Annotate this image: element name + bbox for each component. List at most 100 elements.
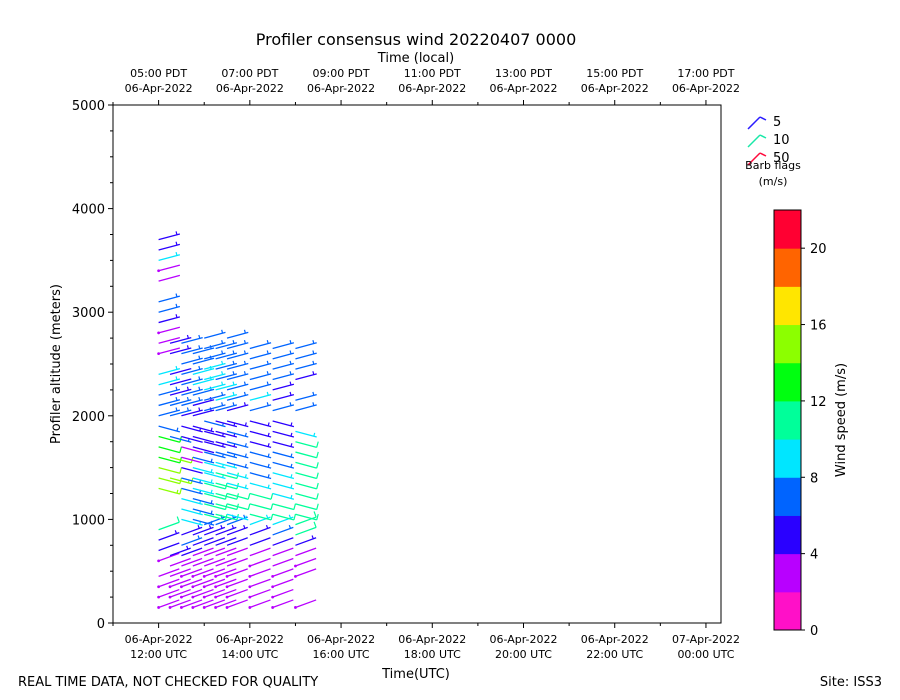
wind-barb — [226, 568, 248, 577]
wind-barb-half-feather — [176, 489, 179, 494]
wind-barb — [215, 492, 238, 500]
wind-barb — [249, 492, 272, 500]
top-tick-label-time: 09:00 PDT — [313, 67, 370, 80]
wind-barb — [215, 383, 238, 391]
wind-barb — [249, 526, 271, 536]
wind-barb — [158, 435, 181, 443]
wind-barb — [181, 547, 203, 557]
wind-barb — [204, 451, 226, 459]
wind-barb — [272, 383, 295, 391]
top-tick-label-date: 06-Apr-2022 — [398, 82, 466, 95]
wind-barb — [249, 461, 272, 469]
y-tick-label: 2000 — [72, 410, 105, 425]
top-axis-label: Time (local) — [377, 51, 454, 66]
wind-barb-half-feather — [313, 432, 316, 437]
wind-barb — [181, 498, 203, 506]
wind-barb — [158, 456, 181, 464]
wind-barb — [226, 578, 248, 588]
wind-barb — [192, 435, 215, 443]
colorbar-segment — [774, 210, 801, 249]
wind-barb — [249, 352, 272, 360]
wind-barb-half-feather — [266, 402, 269, 406]
wind-barb — [272, 342, 295, 350]
wind-barb — [169, 368, 192, 375]
wind-barb — [249, 513, 272, 521]
wind-barb — [204, 492, 226, 500]
wind-barb-half-feather — [288, 524, 292, 529]
wind-barb — [215, 599, 237, 609]
x-tick-label-time: 18:00 UTC — [404, 648, 461, 661]
wind-barb-half-feather — [232, 350, 235, 355]
wind-barb-feather — [270, 513, 274, 521]
wind-barb-origin — [157, 595, 161, 599]
wind-barb-feather — [316, 482, 319, 489]
wind-barb — [272, 441, 295, 449]
x-tick-label-time: 16:00 UTC — [313, 648, 370, 661]
wind-barb — [215, 482, 238, 490]
wind-barb-half-feather — [198, 365, 201, 370]
wind-barb-origin — [180, 595, 183, 599]
wind-barb — [272, 557, 294, 567]
wind-barb — [226, 557, 248, 567]
wind-barb-half-feather — [175, 314, 178, 318]
wind-barb-half-feather — [265, 524, 269, 529]
wind-barb — [192, 456, 215, 464]
wind-barb — [169, 399, 192, 407]
wind-barb-half-feather — [290, 443, 293, 447]
wind-barb — [204, 352, 226, 360]
wind-barb — [226, 513, 249, 521]
wind-barb — [226, 599, 248, 609]
wind-barb-half-feather — [198, 355, 201, 360]
wind-barb — [226, 383, 249, 391]
colorbar-segment — [774, 400, 801, 440]
wind-barb — [295, 404, 317, 412]
wind-barb-origin — [202, 585, 206, 589]
wind-barb — [158, 388, 181, 396]
wind-barb-half-feather — [243, 329, 246, 334]
wind-barb-origin — [225, 574, 229, 578]
x-tick-label-time: 22:00 UTC — [586, 648, 643, 661]
wind-barb-half-feather — [175, 231, 178, 235]
wind-barb — [158, 425, 181, 433]
wind-barb — [204, 503, 226, 511]
wind-barb-half-feather — [266, 391, 269, 396]
top-tick-label-date: 06-Apr-2022 — [125, 82, 193, 95]
wind-barb — [204, 557, 226, 567]
wind-barb — [192, 588, 214, 598]
wind-barb-half-feather — [175, 365, 178, 370]
wind-barb — [192, 526, 214, 536]
wind-barb — [204, 472, 226, 480]
wind-barb — [226, 547, 248, 557]
wind-barb — [249, 547, 271, 557]
wind-barb-half-feather — [175, 386, 178, 391]
y-tick-label: 3000 — [72, 306, 105, 321]
wind-barb-origin — [214, 595, 218, 599]
wind-barb — [192, 557, 214, 567]
wind-barb-origin — [214, 585, 218, 589]
wind-barb — [226, 503, 249, 511]
wind-barbs — [157, 231, 319, 609]
wind-barb — [169, 347, 192, 355]
wind-barb — [215, 513, 238, 521]
top-tick-label-date: 06-Apr-2022 — [672, 82, 740, 95]
wind-barb — [226, 537, 248, 546]
wind-barb-half-feather — [221, 402, 224, 406]
x-tick-label-date: 06-Apr-2022 — [216, 633, 284, 646]
wind-barb-half-feather — [290, 463, 293, 468]
wind-barb-half-feather — [312, 402, 315, 406]
wind-barb — [158, 326, 181, 334]
wind-barb-feather — [179, 488, 182, 495]
wind-barb — [204, 430, 226, 438]
wind-barb-half-feather — [198, 407, 201, 412]
wind-barb — [249, 503, 272, 511]
wind-barb-half-feather — [243, 340, 246, 344]
wind-barb — [272, 393, 295, 401]
wind-barb — [158, 264, 181, 272]
x-tick-label-time: 00:00 UTC — [677, 648, 734, 661]
wind-barb — [272, 503, 295, 511]
wind-barb — [181, 578, 203, 588]
wind-barb — [204, 420, 226, 428]
wind-barb-origin — [157, 559, 161, 563]
wind-barb-half-feather — [231, 524, 235, 529]
wind-barb — [295, 451, 317, 459]
